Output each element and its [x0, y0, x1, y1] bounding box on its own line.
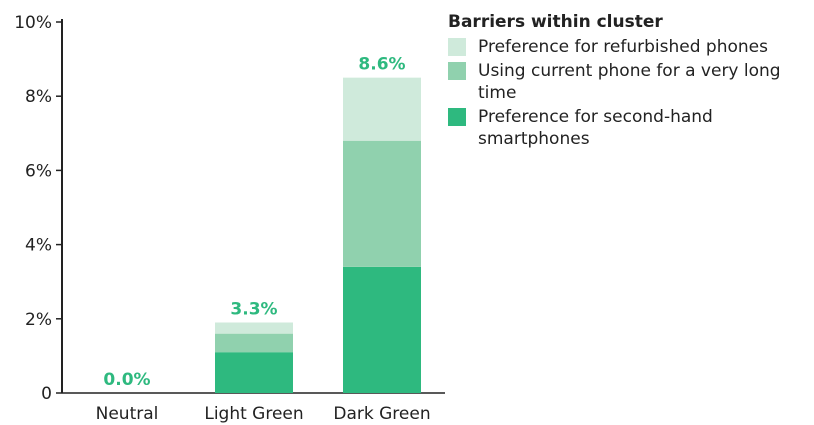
legend-swatch: [448, 62, 466, 80]
x-category-label: Light Green: [204, 404, 303, 424]
legend-item-refurbished: Preference for refurbished phones: [448, 36, 808, 58]
y-tick-label: 4%: [25, 236, 52, 256]
bar-total-label: 0.0%: [103, 370, 150, 390]
y-tick-label: 8%: [25, 87, 52, 107]
axes: 0 2% 4% 6% 8% 10%: [14, 13, 445, 404]
legend-item-current-phone: Using current phone for a very long time: [448, 60, 808, 104]
y-tick-label: 0: [41, 384, 52, 404]
bar-segment: [343, 77, 421, 141]
legend-label: Preference for refurbished phones: [478, 37, 768, 57]
legend-item-second-hand: Preference for second-hand smartphones: [448, 106, 808, 150]
bar-total-label: 8.6%: [358, 55, 405, 75]
legend-label: Using current phone for a very long time: [478, 61, 781, 103]
bar-segment: [215, 333, 293, 353]
legend-swatch: [448, 108, 466, 126]
bar-segment: [215, 322, 293, 334]
bar-segment: [215, 352, 293, 393]
x-category-label: Neutral: [96, 404, 159, 424]
y-tick-label: 6%: [25, 161, 52, 181]
legend-label: Preference for second-hand smartphones: [478, 107, 713, 149]
bar-segment: [343, 140, 421, 267]
bars: [215, 77, 421, 393]
y-tick-label: 10%: [14, 13, 52, 33]
legend-title: Barriers within cluster: [448, 12, 663, 32]
x-category-label: Dark Green: [333, 404, 430, 424]
y-tick-label: 2%: [25, 310, 52, 330]
bar-segment: [343, 266, 421, 393]
labels: 0.0% Neutral 3.3% Light Green 8.6% Dark Green: [96, 55, 431, 424]
bar-total-label: 3.3%: [230, 300, 277, 320]
legend: Barriers within cluster Preference for r…: [448, 12, 808, 152]
legend-swatch: [448, 38, 466, 56]
